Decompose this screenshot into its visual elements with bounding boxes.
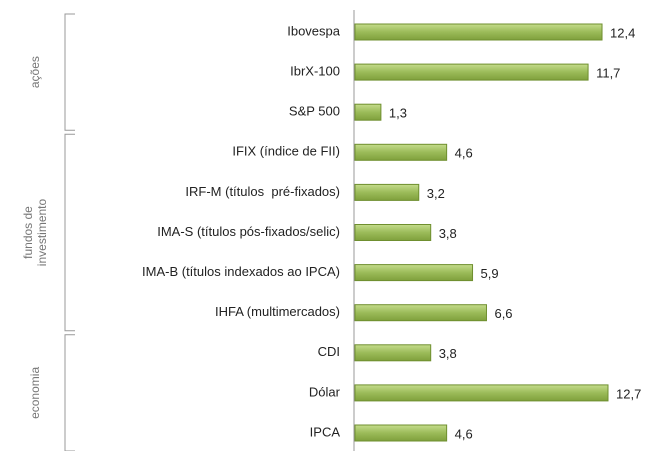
value-label: 4,6 bbox=[455, 426, 473, 441]
bar bbox=[354, 224, 432, 241]
group-bracket bbox=[64, 133, 75, 332]
bar bbox=[354, 103, 382, 121]
group-label: fundos deinvestimento bbox=[21, 198, 49, 266]
category-label: IHFA (multimercados) bbox=[215, 304, 340, 319]
bar bbox=[354, 143, 448, 161]
bar bbox=[354, 344, 432, 362]
bar bbox=[354, 264, 474, 282]
bar bbox=[354, 183, 420, 201]
bar bbox=[354, 23, 603, 41]
category-label: Ibovespa bbox=[287, 23, 341, 38]
value-label: 3,2 bbox=[427, 186, 445, 201]
value-label: 12,4 bbox=[610, 25, 635, 40]
category-label: CDI bbox=[318, 344, 340, 359]
category-label: IMA-B (títulos indexados ao IPCA) bbox=[142, 264, 340, 279]
value-label: 5,9 bbox=[481, 266, 499, 281]
category-label: IMA-S (títulos pós-fixados/selic) bbox=[157, 224, 340, 239]
group-label: economia bbox=[28, 367, 42, 419]
value-label: 12,7 bbox=[616, 386, 641, 401]
category-label: Dólar bbox=[309, 384, 341, 399]
value-label: 1,3 bbox=[389, 106, 407, 121]
category-label: S&P 500 bbox=[289, 104, 340, 119]
category-label: IRF-M (títulos pré-fixados) bbox=[185, 184, 340, 199]
value-label: 6,6 bbox=[494, 306, 512, 321]
category-label: IbrX-100 bbox=[290, 64, 340, 79]
value-label: 3,8 bbox=[439, 226, 457, 241]
bar bbox=[354, 424, 448, 442]
group-bracket bbox=[64, 334, 75, 451]
value-label: 4,6 bbox=[455, 146, 473, 161]
group-bracket bbox=[64, 13, 75, 131]
bar bbox=[354, 304, 487, 322]
category-label: IFIX (índice de FII) bbox=[232, 144, 340, 159]
value-label: 3,8 bbox=[439, 346, 457, 361]
value-label: 11,7 bbox=[596, 66, 620, 81]
group-label: ações bbox=[28, 56, 42, 88]
category-label: IPCA bbox=[310, 424, 341, 439]
bar bbox=[354, 63, 589, 81]
bar bbox=[354, 384, 609, 402]
